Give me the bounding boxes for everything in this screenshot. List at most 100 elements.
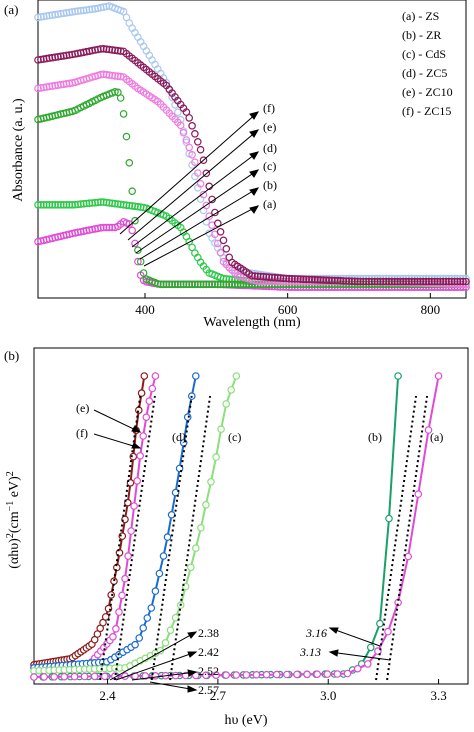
data-point	[325, 276, 333, 285]
data-point	[328, 276, 336, 285]
data-point	[48, 53, 57, 62]
data-point	[425, 277, 433, 286]
data-point	[453, 277, 462, 286]
data-point	[459, 277, 467, 286]
panel-b-ylabel: (αhυ)2(cm−1 eV)2	[5, 471, 22, 569]
data-point	[148, 384, 157, 393]
data-point	[302, 275, 311, 284]
data-point	[199, 280, 208, 289]
data-point	[134, 246, 142, 255]
data-point	[310, 275, 319, 284]
data-point	[174, 280, 182, 289]
annotation-a-f: (f)	[263, 101, 275, 115]
data-point	[303, 670, 311, 679]
data-point	[54, 52, 62, 61]
data-point	[48, 201, 57, 209]
data-point	[125, 201, 134, 210]
data-point	[37, 84, 45, 92]
data-point	[34, 13, 42, 22]
data-point	[94, 224, 102, 233]
x-tick-label: 2.4	[99, 688, 116, 703]
data-point	[219, 280, 228, 289]
data-point	[166, 626, 175, 635]
data-point	[356, 277, 365, 286]
data-point	[85, 5, 94, 14]
bandgap-tangent-line	[375, 395, 418, 681]
data-point	[384, 627, 392, 636]
data-point	[34, 56, 42, 64]
data-point	[233, 280, 242, 289]
data-point	[125, 220, 134, 228]
data-point	[279, 274, 288, 283]
data-point	[348, 277, 356, 286]
data-point	[105, 45, 114, 54]
data-point	[379, 277, 388, 286]
data-point	[202, 671, 210, 680]
data-point	[191, 130, 199, 138]
data-point	[232, 671, 241, 679]
data-point	[37, 55, 45, 64]
data-point	[179, 128, 188, 137]
annotation-a-a: (a)	[263, 197, 276, 211]
x-tick-label: 800	[421, 302, 441, 317]
data-point	[171, 280, 179, 289]
data-point	[30, 673, 38, 681]
panel-a-ylabel: Absorbance (a. u.)	[11, 98, 26, 202]
series-b-0	[30, 372, 149, 669]
data-point	[165, 280, 174, 289]
data-point	[111, 199, 119, 208]
x-tick-label: 400	[135, 302, 155, 317]
data-point	[217, 425, 225, 434]
data-point	[222, 671, 231, 679]
data-point	[139, 624, 148, 632]
data-point	[194, 280, 202, 289]
annotation-b-f: (f)	[76, 426, 88, 440]
data-point	[393, 277, 402, 286]
data-point	[333, 276, 342, 285]
data-point	[214, 280, 222, 289]
data-point	[188, 280, 196, 289]
series-b-1	[30, 372, 160, 672]
data-point	[128, 226, 137, 235]
data-point	[445, 277, 453, 286]
data-point	[404, 552, 413, 561]
data-point	[54, 81, 62, 90]
data-point	[147, 604, 156, 612]
data-point	[182, 108, 191, 116]
data-point	[112, 624, 120, 633]
data-point	[40, 673, 48, 681]
annotation-b-b: (b)	[368, 430, 382, 444]
data-point	[127, 527, 135, 535]
data-point	[71, 7, 79, 16]
panel-b-bandgap-arrows	[109, 627, 391, 693]
data-point	[111, 88, 119, 96]
data-point	[121, 574, 129, 583]
bandgap-label-2-38: 2.38	[198, 626, 219, 640]
data-point	[424, 426, 433, 434]
data-point	[65, 8, 74, 17]
data-point	[285, 274, 293, 283]
data-point	[168, 280, 176, 289]
data-point	[134, 257, 142, 266]
data-point	[77, 200, 85, 208]
data-point	[111, 46, 119, 55]
data-point	[133, 477, 142, 485]
data-point	[79, 6, 88, 15]
data-point	[402, 277, 410, 286]
data-point	[119, 201, 128, 209]
data-point	[199, 156, 208, 165]
data-point	[353, 664, 362, 673]
data-point	[196, 145, 205, 154]
data-point	[62, 80, 71, 88]
data-point	[145, 397, 154, 405]
data-point	[450, 277, 459, 286]
data-point	[353, 277, 362, 286]
data-point	[59, 80, 68, 89]
data-point	[168, 93, 176, 102]
data-point	[162, 280, 171, 289]
data-point	[105, 71, 114, 79]
data-point	[430, 277, 439, 286]
legend-entry-zc15: (f) - ZC15	[402, 104, 451, 118]
data-point	[174, 108, 182, 117]
